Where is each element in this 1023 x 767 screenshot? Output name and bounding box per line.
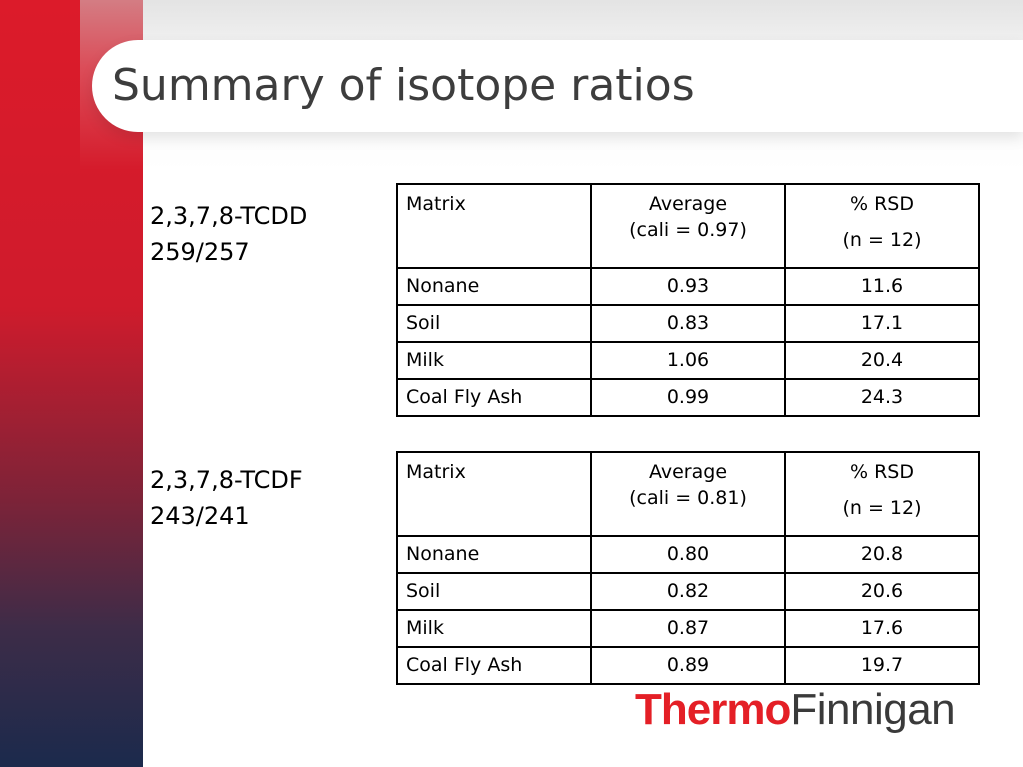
header-rsd: % RSD (n = 12) bbox=[784, 451, 980, 537]
table-row: Soil 0.82 20.6 bbox=[396, 572, 980, 611]
cell-rsd: 17.6 bbox=[784, 609, 980, 648]
cell-matrix: Coal Fly Ash bbox=[396, 378, 592, 417]
cell-matrix: Soil bbox=[396, 304, 592, 343]
compound-name: 2,3,7,8-TCDF bbox=[150, 466, 303, 494]
header-matrix: Matrix bbox=[396, 451, 592, 537]
table-row: Coal Fly Ash 0.89 19.7 bbox=[396, 646, 980, 685]
table-header-row: Matrix Average (cali = 0.81) % RSD (n = … bbox=[396, 451, 980, 537]
table-header-row: Matrix Average (cali = 0.97) % RSD (n = … bbox=[396, 183, 980, 269]
ion-ratio: 243/241 bbox=[150, 502, 250, 530]
table-row: Coal Fly Ash 0.99 24.3 bbox=[396, 378, 980, 417]
cell-rsd: 20.8 bbox=[784, 535, 980, 574]
ion-ratio: 259/257 bbox=[150, 238, 250, 266]
cell-matrix: Coal Fly Ash bbox=[396, 646, 592, 685]
title-pill bbox=[92, 40, 1023, 132]
compound-label-tcdf: 2,3,7,8-TCDF 243/241 bbox=[150, 462, 303, 534]
cell-rsd: 11.6 bbox=[784, 267, 980, 306]
table-row: Milk 0.87 17.6 bbox=[396, 609, 980, 648]
table-row: Soil 0.83 17.1 bbox=[396, 304, 980, 343]
compound-label-tcdd: 2,3,7,8-TCDD 259/257 bbox=[150, 198, 307, 270]
cell-average: 0.89 bbox=[590, 646, 786, 685]
compound-name: 2,3,7,8-TCDD bbox=[150, 202, 308, 230]
cell-average: 0.93 bbox=[590, 267, 786, 306]
cell-rsd: 19.7 bbox=[784, 646, 980, 685]
cell-matrix: Milk bbox=[396, 341, 592, 380]
cell-rsd: 17.1 bbox=[784, 304, 980, 343]
cell-average: 0.87 bbox=[590, 609, 786, 648]
cell-average: 0.99 bbox=[590, 378, 786, 417]
cell-matrix: Nonane bbox=[396, 267, 592, 306]
header-matrix: Matrix bbox=[396, 183, 592, 269]
cell-rsd: 20.6 bbox=[784, 572, 980, 611]
table-row: Milk 1.06 20.4 bbox=[396, 341, 980, 380]
isotope-ratio-table-tcdf: Matrix Average (cali = 0.81) % RSD (n = … bbox=[396, 451, 980, 685]
cell-matrix: Milk bbox=[396, 609, 592, 648]
cell-average: 1.06 bbox=[590, 341, 786, 380]
cell-rsd: 24.3 bbox=[784, 378, 980, 417]
cell-average: 0.82 bbox=[590, 572, 786, 611]
isotope-ratio-table-tcdd: Matrix Average (cali = 0.97) % RSD (n = … bbox=[396, 183, 980, 417]
header-average: Average (cali = 0.97) bbox=[590, 183, 786, 269]
logo-thermo-text: Thermo bbox=[635, 685, 791, 734]
slide-title: Summary of isotope ratios bbox=[112, 60, 695, 111]
cell-average: 0.83 bbox=[590, 304, 786, 343]
table-row: Nonane 0.93 11.6 bbox=[396, 267, 980, 306]
logo-finnigan-text: Finnigan bbox=[790, 685, 956, 734]
cell-matrix: Nonane bbox=[396, 535, 592, 574]
cell-matrix: Soil bbox=[396, 572, 592, 611]
header-average: Average (cali = 0.81) bbox=[590, 451, 786, 537]
thermo-finnigan-logo: ThermoFinnigan bbox=[635, 684, 956, 745]
cell-average: 0.80 bbox=[590, 535, 786, 574]
cell-rsd: 20.4 bbox=[784, 341, 980, 380]
header-rsd: % RSD (n = 12) bbox=[784, 183, 980, 269]
table-row: Nonane 0.80 20.8 bbox=[396, 535, 980, 574]
